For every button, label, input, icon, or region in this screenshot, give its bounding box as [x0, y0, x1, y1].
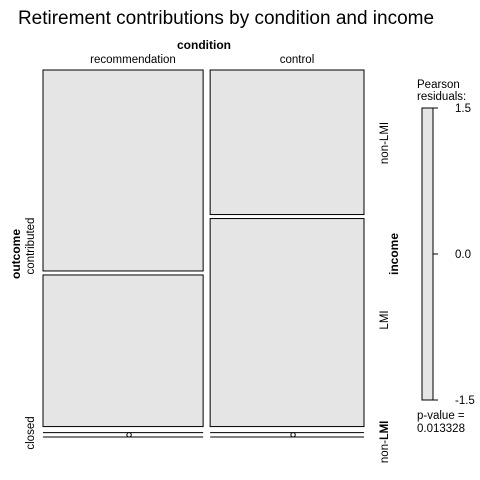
legend-tick-label-1: 0.0	[455, 249, 471, 261]
top-variable-label: condition	[177, 38, 231, 52]
income-level-lmi-top: LMI	[379, 310, 391, 329]
condition-level-recommendation: recommendation	[90, 54, 176, 66]
legend-ticks: 1.5 0.0 -1.5	[433, 103, 475, 407]
right-variable-label: income	[387, 233, 401, 275]
chart-title: Retirement contributions by condition an…	[18, 8, 434, 29]
empty-cell-marker-control	[290, 432, 296, 438]
condition-level-control: control	[280, 54, 315, 66]
income-level-non-lmi-top: non-LMI	[379, 122, 391, 164]
tile-control-contributed-non-lmi	[209, 69, 365, 216]
income-level-lmi-bottom: LMI	[379, 420, 391, 439]
outcome-level-closed: closed	[25, 416, 37, 449]
legend-title-line2: residuals:	[417, 91, 466, 103]
p-value-label: p-value =	[417, 410, 465, 422]
left-variable-label: outcome	[9, 229, 23, 279]
tile-recommendation-contributed-non-lmi	[42, 69, 204, 272]
legend-tick-label-0: 1.5	[455, 103, 471, 115]
mosaic-tiles	[42, 69, 365, 438]
empty-cell-marker-recommendation	[126, 432, 132, 438]
legend-tick-label-2: -1.5	[455, 395, 475, 407]
p-value: 0.013328	[417, 423, 465, 435]
legend-color-bar	[421, 107, 434, 401]
income-level-non-lmi-bottom: non-LMI	[379, 421, 391, 463]
tile-control-contributed-lmi	[209, 218, 365, 428]
legend-title-line1: Pearson	[417, 79, 460, 91]
tile-recommendation-contributed-lmi	[42, 274, 204, 428]
outcome-level-contributed: contributed	[25, 218, 37, 275]
